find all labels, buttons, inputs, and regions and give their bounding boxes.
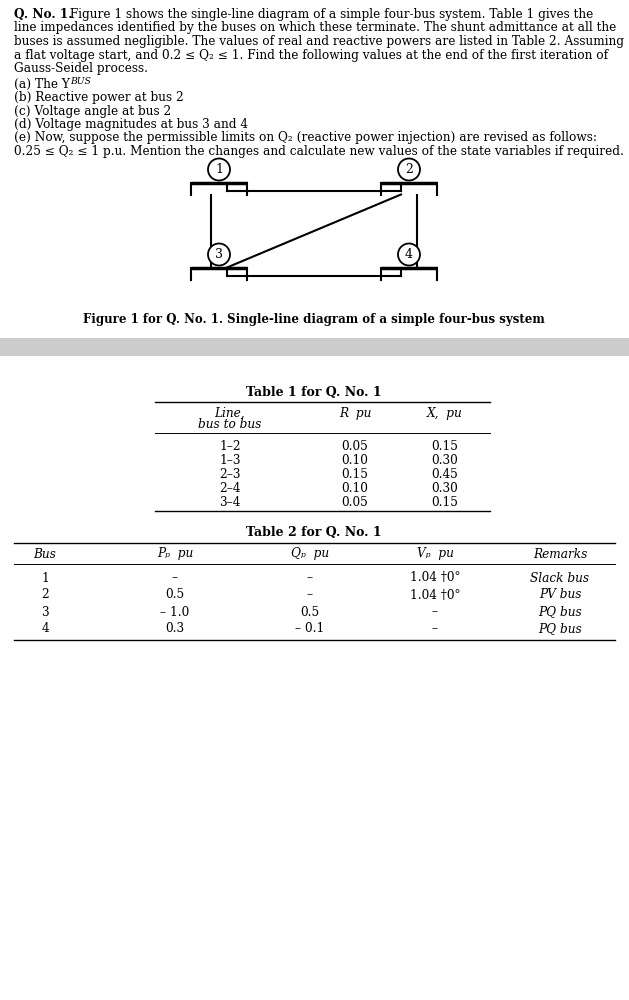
Text: 1: 1 [215,163,223,176]
Text: 0.45: 0.45 [431,468,459,482]
Text: Remarks: Remarks [533,548,587,560]
Text: a flat voltage start, and 0.2 ≤ Q₂ ≤ 1. Find the following values at the end of : a flat voltage start, and 0.2 ≤ Q₂ ≤ 1. … [14,48,608,62]
Text: –: – [432,622,438,636]
Circle shape [398,158,420,180]
Text: 0.3: 0.3 [165,622,184,636]
Text: PV bus: PV bus [539,588,581,601]
Text: line impedances identified by the buses on which these terminate. The shunt admi: line impedances identified by the buses … [14,21,616,34]
Text: 1.04 †0°: 1.04 †0° [409,572,460,584]
Text: 0.15: 0.15 [431,496,459,510]
Text: buses is assumed negligible. The values of real and reactive powers are listed i: buses is assumed negligible. The values … [14,35,624,48]
Text: Table 1 for Q. No. 1: Table 1 for Q. No. 1 [246,385,382,398]
Text: BUS: BUS [70,78,91,87]
Circle shape [398,243,420,265]
Text: X,  pu: X, pu [427,406,463,420]
Text: 1.04 †0°: 1.04 †0° [409,588,460,601]
Text: (e) Now, suppose the permissible limits on Q₂ (reactive power injection) are rev: (e) Now, suppose the permissible limits … [14,131,597,144]
Text: Qₚ  pu: Qₚ pu [291,548,329,560]
Text: Slack bus: Slack bus [530,572,589,584]
Text: Figure 1 for Q. No. 1. Single-line diagram of a simple four-bus system: Figure 1 for Q. No. 1. Single-line diagr… [83,314,545,326]
Text: Vₚ  pu: Vₚ pu [416,548,454,560]
Text: PQ bus: PQ bus [538,622,582,636]
Text: 0.15: 0.15 [342,468,369,482]
Text: 2–4: 2–4 [220,483,241,495]
Text: 4: 4 [41,622,49,636]
Text: Figure 1 shows the single-line diagram of a simple four-bus system. Table 1 give: Figure 1 shows the single-line diagram o… [66,8,593,21]
Text: –: – [307,588,313,601]
Text: 2–3: 2–3 [220,468,241,482]
Text: 0.5: 0.5 [165,588,184,601]
Text: 0.05: 0.05 [342,440,369,454]
Bar [0,338,629,356]
Text: 2: 2 [41,588,49,601]
Text: 4: 4 [405,248,413,261]
Text: 3: 3 [41,605,49,618]
Text: 3–4: 3–4 [220,496,241,510]
Text: 0.30: 0.30 [431,483,459,495]
Circle shape [208,158,230,180]
Text: Pₚ  pu: Pₚ pu [157,548,193,560]
Text: 0.25 ≤ Q₂ ≤ 1 p.u. Mention the changes and calculate new values of the state var: 0.25 ≤ Q₂ ≤ 1 p.u. Mention the changes a… [14,145,624,158]
Text: 0.10: 0.10 [342,454,369,468]
Text: 0.30: 0.30 [431,454,459,468]
Text: 0.05: 0.05 [342,496,369,510]
Text: –: – [307,572,313,584]
Text: 3: 3 [215,248,223,261]
Text: PQ bus: PQ bus [538,605,582,618]
Text: Q. No. 1.: Q. No. 1. [14,8,72,21]
Text: Gauss-Seidel process.: Gauss-Seidel process. [14,62,148,75]
Circle shape [208,243,230,265]
Text: Line,: Line, [214,406,245,420]
Text: (b) Reactive power at bus 2: (b) Reactive power at bus 2 [14,91,184,104]
Text: 2: 2 [405,163,413,176]
Text: 0.5: 0.5 [301,605,320,618]
Text: 0.15: 0.15 [431,440,459,454]
Text: –: – [172,572,178,584]
Text: (d) Voltage magnitudes at bus 3 and 4: (d) Voltage magnitudes at bus 3 and 4 [14,118,248,131]
Text: – 1.0: – 1.0 [160,605,189,618]
Text: 1–2: 1–2 [219,440,241,454]
Text: bus to bus: bus to bus [198,418,262,432]
Text: – 0.1: – 0.1 [296,622,325,636]
Text: R  pu: R pu [339,406,371,420]
Text: 1–3: 1–3 [220,454,241,468]
Text: (c) Voltage angle at bus 2: (c) Voltage angle at bus 2 [14,104,171,117]
Text: Table 2 for Q. No. 1: Table 2 for Q. No. 1 [246,526,382,540]
Text: (a) The Y: (a) The Y [14,78,70,91]
Text: Bus: Bus [33,548,57,560]
Text: 1: 1 [41,572,49,584]
Text: –: – [432,605,438,618]
Text: 0.10: 0.10 [342,483,369,495]
